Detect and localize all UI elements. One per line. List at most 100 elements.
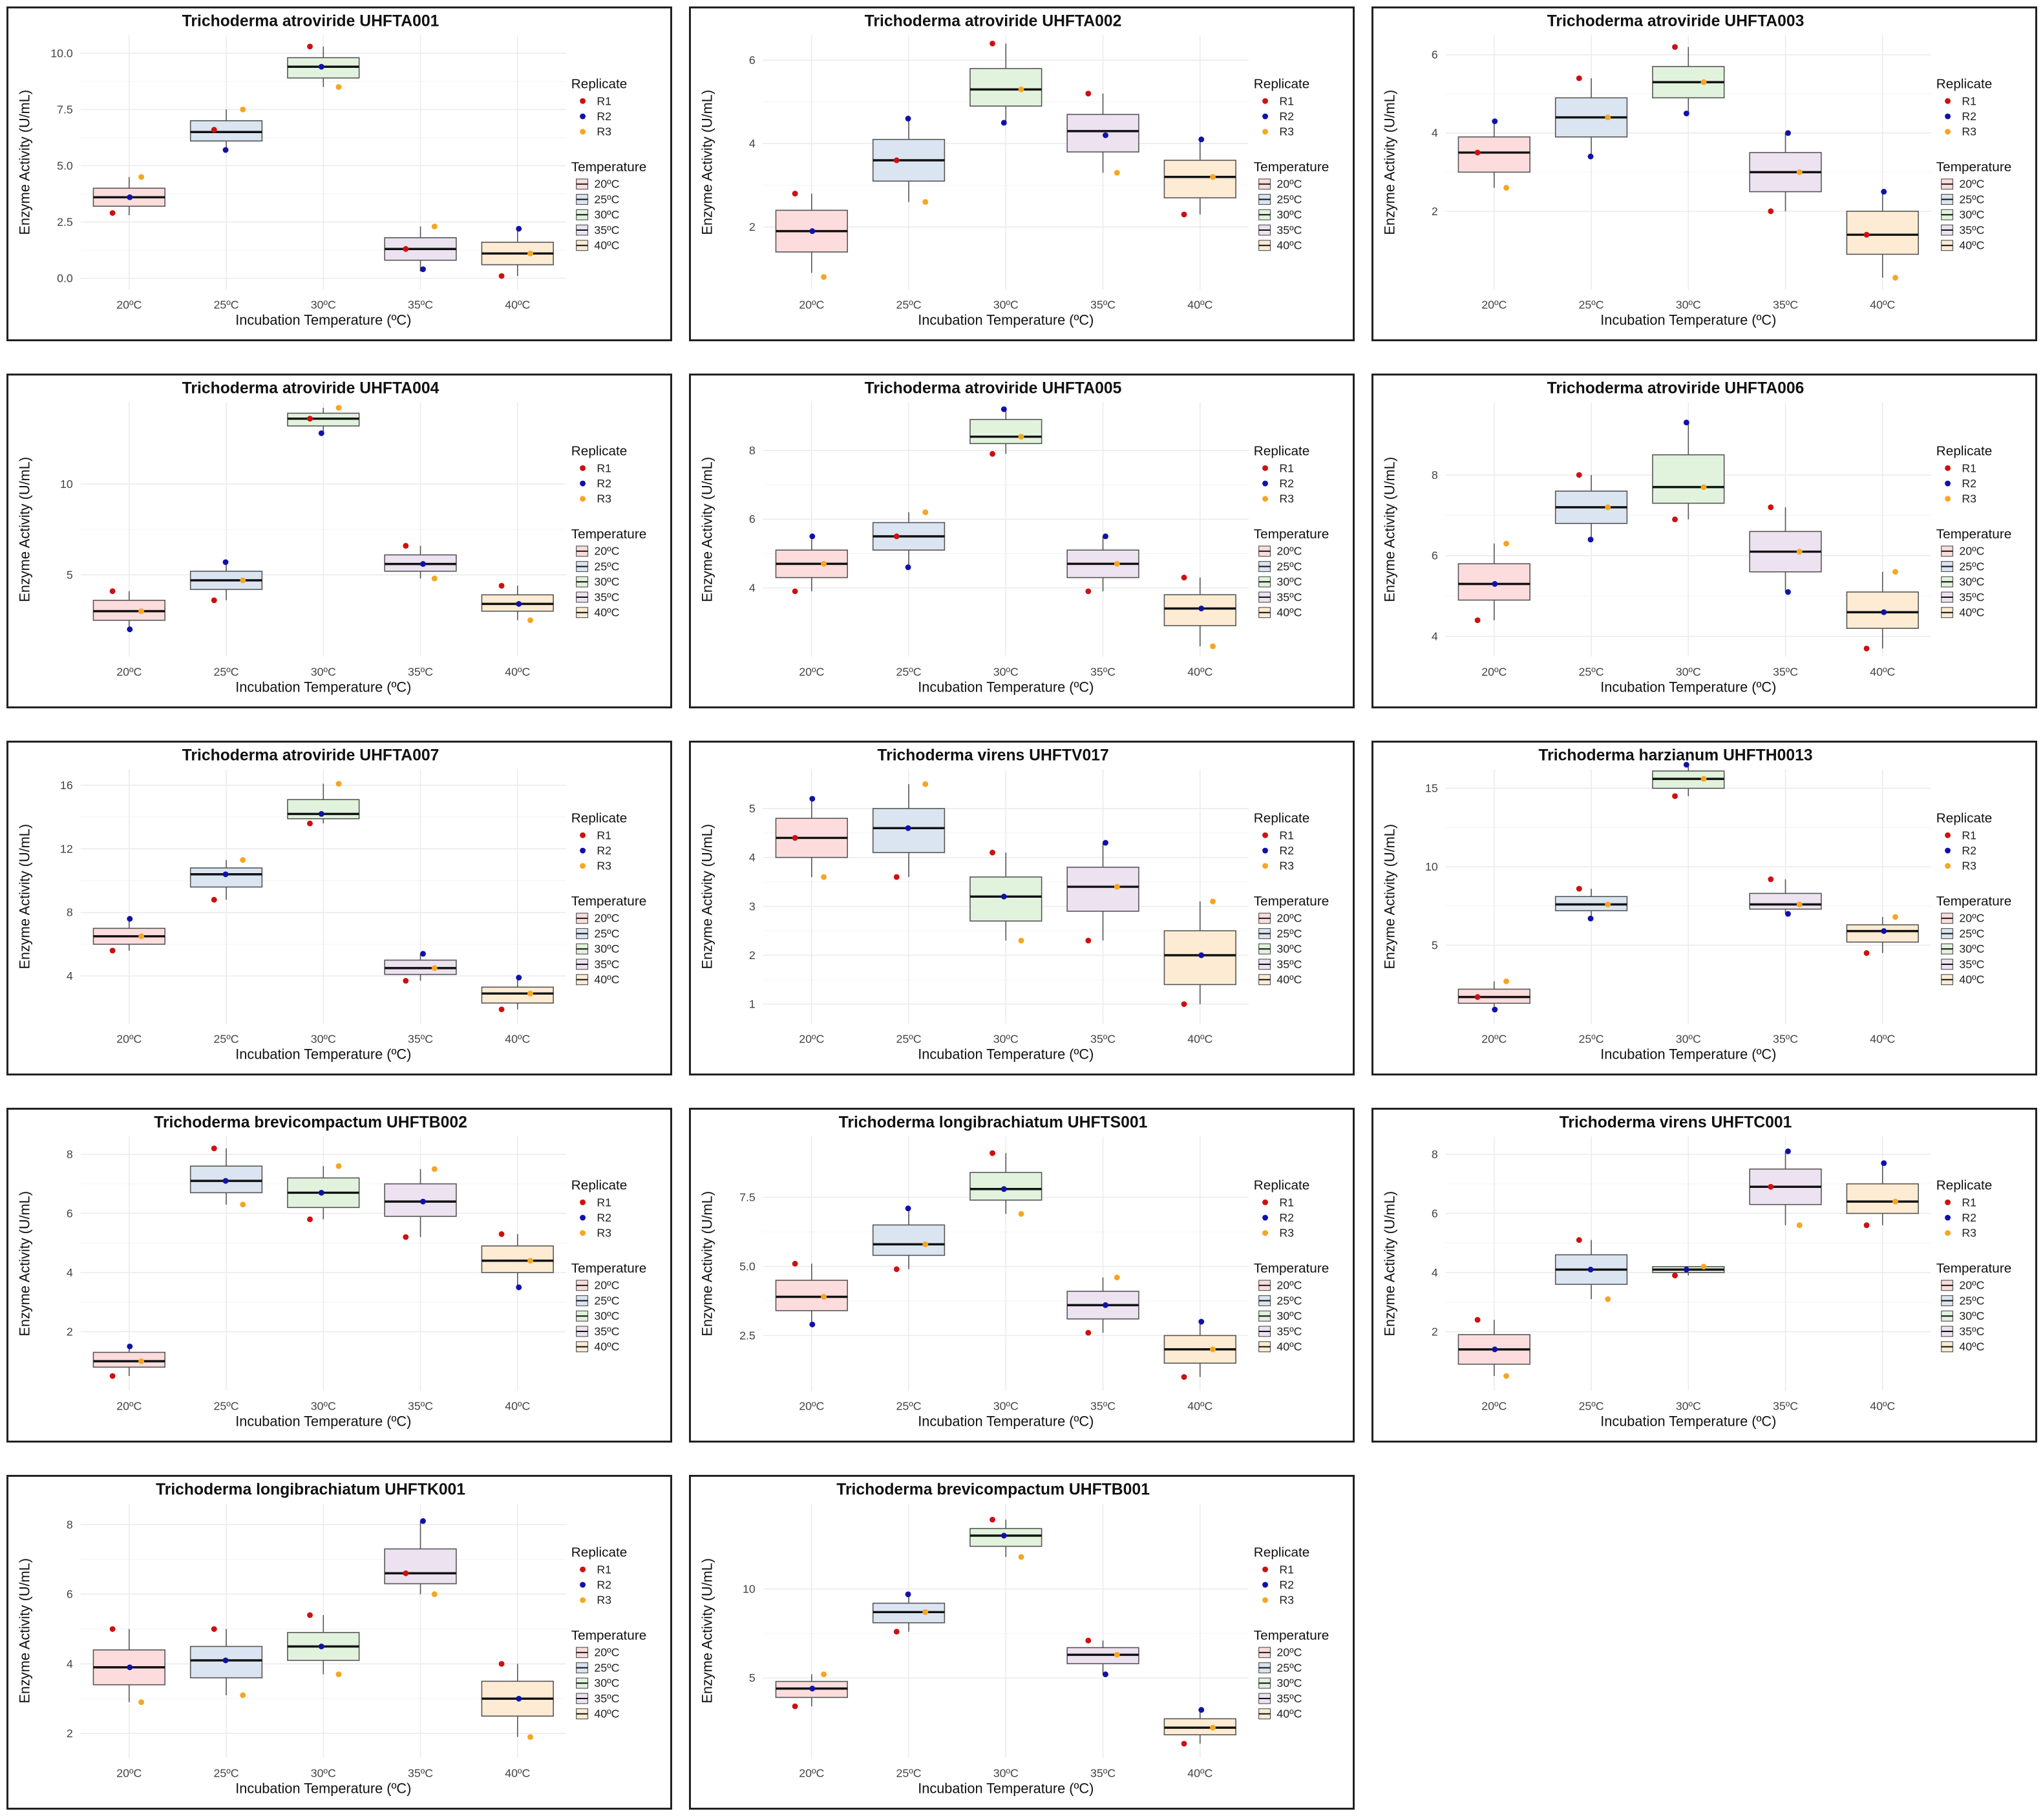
x-tick-label: 35ºC [408, 1767, 433, 1780]
point-R3 [1605, 901, 1611, 907]
chart-svg: Trichoderma atroviride UHFTA006 4 6 8 20ºC 25… [1382, 380, 2012, 695]
point-R1 [1672, 1273, 1678, 1278]
x-tick-label: 20ºC [116, 299, 142, 312]
x-axis-label: Incubation Temperature (ºC) [235, 1780, 411, 1796]
x-tick-label: 30ºC [311, 299, 336, 312]
legend: Replicate R1 R2 R3 Temperature 20ºC 25ºC 30ºC 35… [571, 1545, 647, 1720]
box-35ºC [384, 951, 457, 984]
x-tick-label: 30ºC [1676, 1400, 1701, 1413]
box-35ºC [1749, 1148, 1822, 1229]
box-20ºC [1457, 1317, 1530, 1379]
point-R1 [792, 834, 798, 841]
point-R2 [1683, 419, 1689, 426]
y-tick-label: 4 [749, 582, 756, 595]
y-tick-label: 5 [67, 568, 73, 581]
y-tick-label: 7.5 [57, 103, 73, 116]
box-body [481, 986, 554, 1004]
legend-temperature-title: Temperature [571, 1261, 647, 1276]
legend-temperature-label: 20ºC [1276, 178, 1302, 191]
x-tick-label: 40ºC [1870, 1033, 1895, 1046]
legend-temperature-label: 35ºC [594, 224, 619, 237]
legend-temperature-label: 25ºC [1276, 927, 1302, 940]
chart-svg: Trichoderma atroviride UHFTA002 2 4 6 20ºC 25… [699, 13, 1329, 328]
legend-temperature-label: 30ºC [1959, 208, 1984, 221]
point-R3 [1018, 1554, 1024, 1560]
point-R2 [1198, 136, 1205, 143]
box-35ºC [1066, 90, 1139, 176]
y-tick-label: 8 [1432, 469, 1438, 481]
box-body [92, 1351, 165, 1368]
box-35ºC [1066, 1275, 1139, 1336]
point-R3 [1796, 901, 1803, 907]
box-35ºC [384, 223, 457, 273]
point-R1 [1181, 575, 1187, 581]
box-40ºC [481, 1660, 554, 1741]
x-tick-label: 20ºC [799, 666, 824, 679]
point-R3 [1018, 86, 1024, 92]
x-tick-label: 40ºC [505, 299, 530, 312]
y-tick-label: 8 [67, 1148, 73, 1161]
legend-replicate-label: R2 [597, 844, 611, 857]
point-R1 [1576, 472, 1582, 478]
point-R2 [516, 975, 522, 981]
point-R1 [1768, 504, 1774, 511]
point-R3 [335, 84, 342, 90]
x-tick-label: 25ºC [896, 666, 921, 679]
legend-dot-R1 [1262, 1566, 1269, 1572]
point-R3 [922, 1241, 929, 1247]
box-40ºC [1163, 136, 1236, 218]
point-R2 [1198, 952, 1205, 958]
point-R1 [1181, 1374, 1187, 1380]
point-R2 [127, 194, 133, 200]
legend-replicate-title: Replicate [571, 1178, 628, 1193]
y-tick-label: 8 [749, 444, 756, 457]
point-R1 [1768, 208, 1774, 215]
box-20ºC [92, 174, 165, 216]
legend-temperature-label: 30ºC [1276, 1309, 1302, 1322]
legend-dot-R1 [1945, 832, 1951, 838]
chart-panel: Trichoderma virens UHFTV017 1 2 3 4 5 20ºC 25ºC… [689, 741, 1355, 1075]
box-40ºC [1163, 1707, 1236, 1747]
y-tick-label: 2 [749, 220, 756, 233]
legend-temperature-title: Temperature [571, 527, 647, 542]
box-body [1846, 211, 1919, 255]
point-R1 [990, 1150, 995, 1156]
legend-temperature-title: Temperature [1936, 1261, 2012, 1276]
x-axis-label: Incubation Temperature (ºC) [918, 1780, 1094, 1796]
x-tick-label: 40ºC [1187, 666, 1212, 679]
x-tick-label: 30ºC [1676, 666, 1701, 679]
point-R2 [1000, 406, 1007, 412]
point-R3 [821, 1294, 827, 1300]
point-R2 [222, 1657, 229, 1664]
point-R3 [1796, 1222, 1803, 1229]
legend-temperature-label: 30ºC [1276, 942, 1302, 955]
box-35ºC [1749, 130, 1822, 215]
y-axis-label: Enzyme Activity (U/mL) [1382, 1191, 1398, 1337]
box-40ºC [1846, 569, 1919, 651]
legend-temperature-label: 20ºC [594, 545, 619, 558]
point-R1 [893, 874, 900, 880]
point-R3 [922, 509, 929, 516]
chart-title: Trichoderma atroviride UHFTA002 [865, 13, 1122, 30]
point-R1 [1474, 1317, 1481, 1323]
chart-svg: Trichoderma atroviride UHFTA001 0.0 2.5 5.0… [17, 13, 647, 328]
point-R1 [990, 40, 995, 47]
chart-title: Trichoderma atroviride UHFTA003 [1547, 13, 1805, 30]
legend-dot-R1 [580, 832, 586, 838]
chart-svg: Trichoderma virens UHFTV017 1 2 3 4 5 20ºC 25ºC… [699, 747, 1329, 1063]
x-tick-label: 30ºC [311, 1033, 336, 1046]
box-30ºC [1652, 44, 1725, 117]
x-tick-label: 35ºC [1773, 1033, 1798, 1046]
point-R2 [420, 1518, 426, 1524]
y-tick-label: 4 [749, 137, 756, 150]
point-R2 [516, 226, 522, 232]
legend-replicate-label: R2 [1279, 1211, 1294, 1224]
point-R2 [318, 1644, 324, 1649]
x-tick-label: 30ºC [993, 1400, 1019, 1413]
legend-temperature-title: Temperature [1254, 527, 1329, 542]
chart-panel: Trichoderma brevicompactum UHFTB001 5 10 20… [689, 1475, 1355, 1810]
box-30ºC [1652, 761, 1725, 799]
y-axis-label: Enzyme Activity (U/mL) [699, 1191, 715, 1337]
point-R1 [307, 1216, 313, 1223]
chart-title: Trichoderma longibrachiatum UHFTS001 [839, 1114, 1148, 1132]
